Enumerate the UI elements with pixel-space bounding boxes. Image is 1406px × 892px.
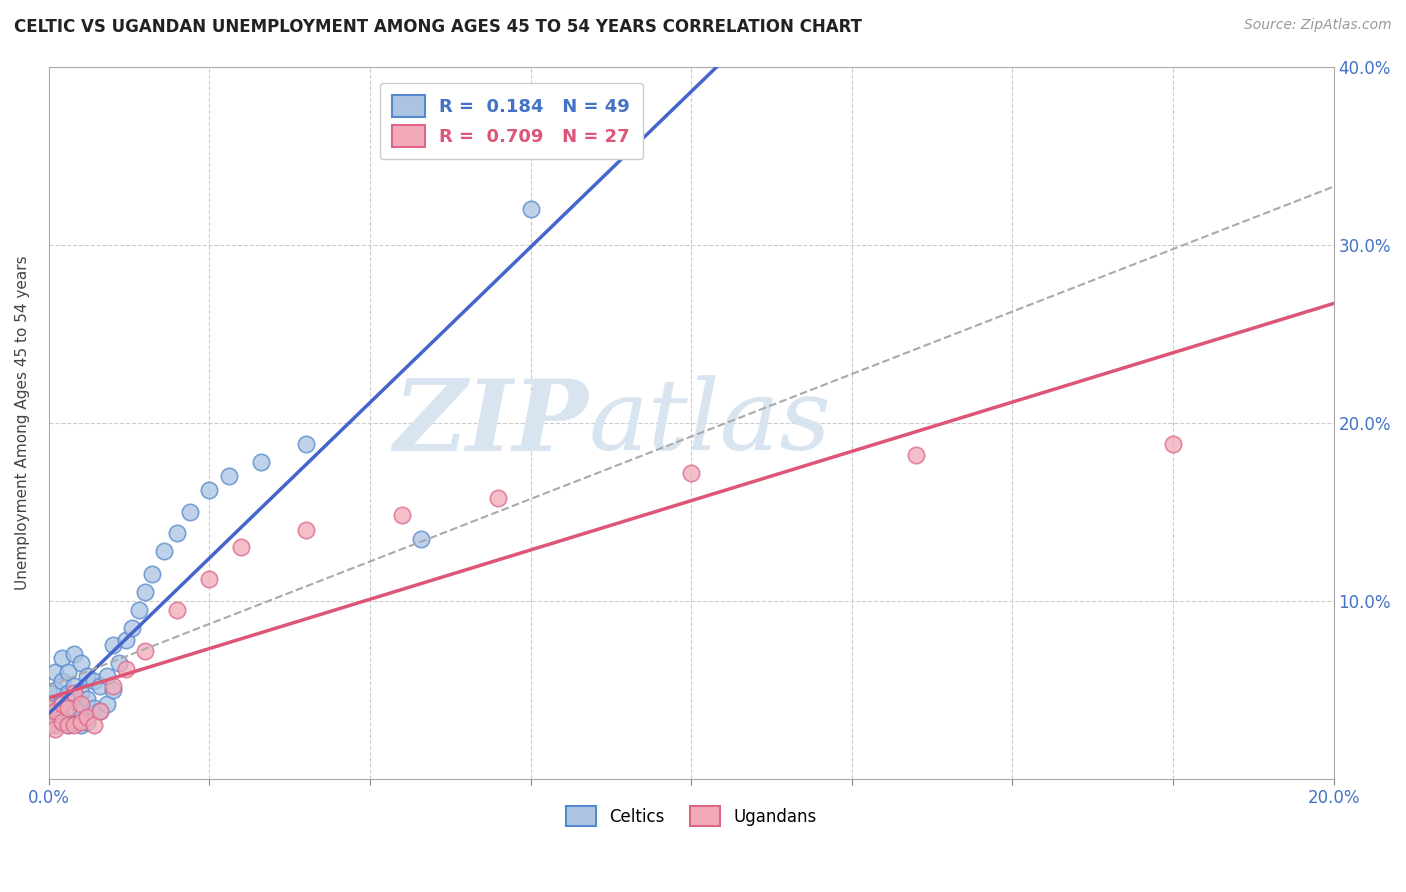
Point [134,585,156,599]
Point [83,718,105,732]
Point [38,714,60,729]
Point [101,682,124,697]
Point [108,656,131,670]
Text: Source: ZipAtlas.com: Source: ZipAtlas.com [1244,18,1392,32]
Point [1161,437,1184,451]
Point [51,673,73,688]
Point [51,714,73,729]
Point [44,704,66,718]
Point [115,661,138,675]
Point [63,700,86,714]
Point [179,505,201,519]
Point [70,656,93,670]
Point [63,714,86,729]
Point [76,668,98,682]
Point [70,714,93,729]
Point [89,679,111,693]
Point [44,704,66,718]
Point [153,544,176,558]
Text: ZIP: ZIP [394,375,588,471]
Point [198,483,221,498]
Point [44,682,66,697]
Point [56,704,79,718]
Point [70,704,93,718]
Point [128,603,150,617]
Point [70,686,93,700]
Point [76,709,98,723]
Point [44,665,66,679]
Point [294,523,316,537]
Point [70,697,93,711]
Point [166,526,188,541]
Point [681,466,703,480]
Point [56,718,79,732]
Point [294,437,316,451]
Point [89,704,111,718]
Point [141,567,163,582]
Point [218,469,240,483]
Text: CELTIC VS UGANDAN UNEMPLOYMENT AMONG AGES 45 TO 54 YEARS CORRELATION CHART: CELTIC VS UGANDAN UNEMPLOYMENT AMONG AGE… [14,18,862,36]
Point [70,718,93,732]
Point [38,700,60,714]
Point [76,691,98,706]
Point [519,202,541,216]
Point [56,665,79,679]
Point [56,686,79,700]
Point [101,638,124,652]
Point [96,668,118,682]
Point [56,700,79,714]
Point [198,573,221,587]
Point [391,508,413,523]
Point [44,718,66,732]
Point [115,633,138,648]
Point [56,718,79,732]
Text: atlas: atlas [588,376,831,470]
Point [63,718,86,732]
Point [51,697,73,711]
Point [249,455,271,469]
Point [905,448,928,462]
Point [231,541,253,555]
Point [76,714,98,729]
Point [96,697,118,711]
Point [51,650,73,665]
Point [83,700,105,714]
Point [101,679,124,693]
Point [38,686,60,700]
Point [63,686,86,700]
Point [83,673,105,688]
Point [134,643,156,657]
Point [89,704,111,718]
Point [51,714,73,729]
Point [411,532,433,546]
Y-axis label: Unemployment Among Ages 45 to 54 years: Unemployment Among Ages 45 to 54 years [15,255,30,591]
Point [51,697,73,711]
Point [38,700,60,714]
Point [63,647,86,661]
Point [488,491,510,505]
Legend: Celtics, Ugandans: Celtics, Ugandans [558,797,825,835]
Point [44,722,66,736]
Point [166,603,188,617]
Point [63,679,86,693]
Point [38,718,60,732]
Point [121,621,143,635]
